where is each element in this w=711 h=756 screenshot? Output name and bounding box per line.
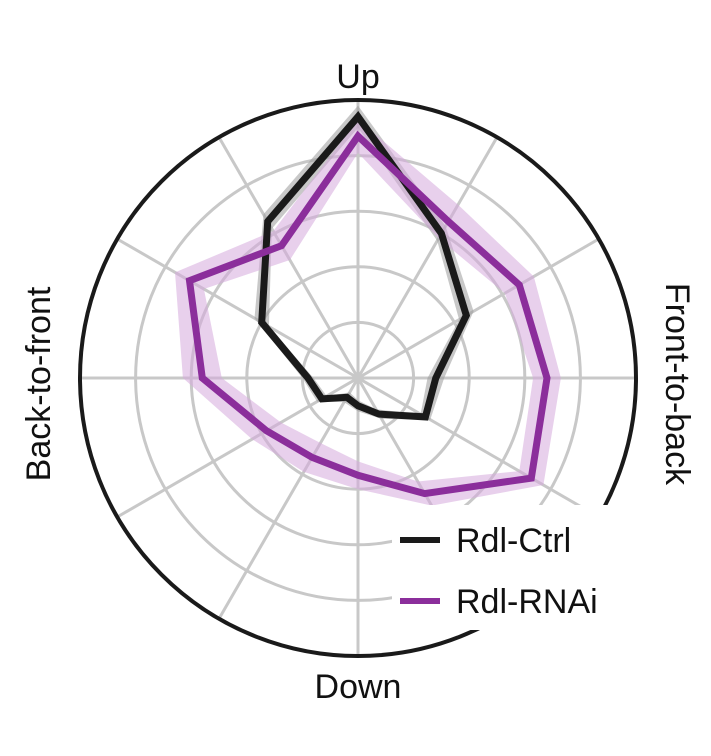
series-lines [185, 111, 551, 498]
grid-spoke [217, 377, 360, 620]
legend-label-rdl-rnai: Rdl-RNAi [456, 583, 598, 621]
direction-label-up: Up [336, 58, 379, 96]
direction-label-front-to-back: Front-to-back [658, 283, 696, 486]
grid-spoke [357, 376, 600, 519]
legend-background [392, 505, 652, 630]
legend: Rdl-Ctrl Rdl-RNAi [400, 522, 598, 621]
grid-spoke [116, 237, 359, 380]
direction-label-down: Down [315, 668, 402, 706]
grid-spoke [357, 237, 600, 380]
grid-spoke [356, 136, 499, 379]
outer-frame [78, 98, 638, 658]
series-line-rdl-ctrl [258, 111, 471, 421]
series-bands [175, 105, 561, 506]
series-line-rdl-rnai [185, 130, 551, 498]
direction-label-back-to-front: Back-to-front [20, 286, 58, 481]
band-rdl-rnai [175, 119, 561, 506]
legend-label-rdl-ctrl: Rdl-Ctrl [456, 522, 571, 560]
